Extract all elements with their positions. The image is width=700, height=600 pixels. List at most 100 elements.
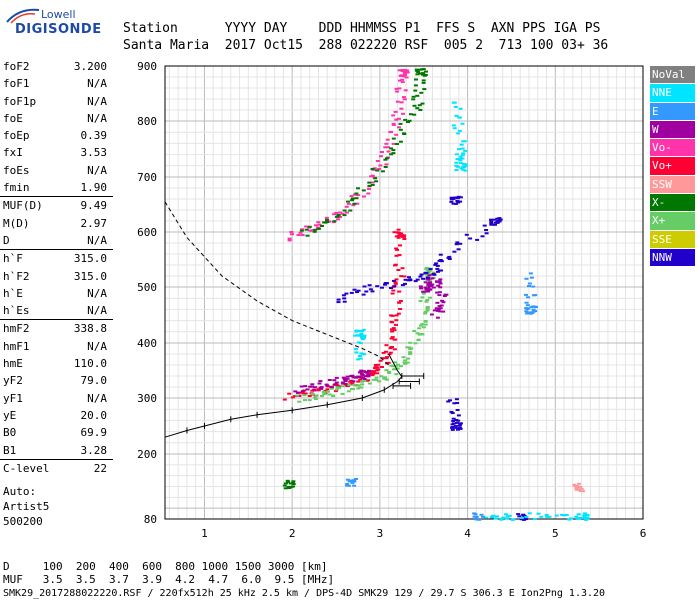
param-row: foF1 N/A (0, 75, 115, 92)
echo-mark (370, 174, 375, 177)
echo-mark (403, 72, 408, 75)
y-tick-label: 600 (137, 226, 157, 239)
echo-mark (457, 129, 462, 132)
echo-mark (363, 375, 368, 378)
echo-mark (340, 382, 345, 385)
echo-mark (285, 479, 290, 482)
echo-mark (489, 218, 493, 221)
echo-mark (389, 130, 394, 133)
echo-mark (380, 170, 385, 173)
echo-mark (532, 518, 537, 521)
echo-mark (320, 225, 324, 227)
echo-mark (431, 271, 436, 274)
echo-mark (362, 195, 366, 198)
echo-mark (310, 385, 315, 388)
echo-mark (397, 126, 401, 129)
autoscaling-info: 500200 (3, 515, 43, 529)
echo-mark (456, 132, 461, 135)
echo-mark (533, 294, 538, 297)
y-tick-label: 800 (137, 115, 157, 128)
echo-mark (316, 221, 321, 224)
echo-mark (313, 396, 318, 399)
echo-mark (435, 301, 440, 304)
echo-mark (385, 138, 390, 141)
echo-mark (460, 154, 465, 157)
echo-mark (325, 218, 329, 221)
echo-mark (286, 486, 291, 488)
param-row: hmF1 N/A (0, 338, 115, 355)
echo-mark (468, 237, 473, 240)
echo-mark (402, 74, 407, 77)
echo-mark (398, 128, 403, 131)
echo-mark (408, 352, 413, 355)
echo-mark (415, 278, 420, 281)
param-label: h`E (3, 286, 23, 300)
echo-mark (342, 378, 347, 381)
param-value: N/A (87, 233, 107, 247)
echo-mark (386, 150, 391, 153)
echo-mark (402, 98, 407, 101)
echo-mark (344, 205, 349, 208)
echo-mark (397, 69, 402, 72)
echo-mark (427, 284, 432, 287)
echo-mark (367, 382, 372, 385)
echo-mark (375, 285, 380, 288)
echo-mark (370, 168, 375, 170)
echo-mark (426, 278, 431, 281)
echo-mark (320, 395, 324, 397)
echo-mark (491, 514, 496, 517)
echo-mark (400, 69, 405, 71)
echo-mark (351, 479, 356, 482)
echo-mark (336, 298, 341, 301)
echo-mark (578, 517, 583, 519)
panel-separator (0, 196, 113, 198)
echo-mark (291, 485, 296, 488)
echo-mark (337, 386, 342, 389)
echo-mark (350, 197, 355, 200)
echo-mark (360, 383, 365, 386)
echo-mark (402, 132, 406, 135)
echo-mark (389, 320, 394, 323)
echo-mark (425, 299, 430, 301)
param-value: 110.0 (73, 357, 107, 371)
echo-mark (429, 313, 434, 316)
echo-mark (554, 514, 559, 517)
echo-mark (394, 278, 399, 281)
echo-mark (361, 293, 366, 296)
echo-mark (315, 226, 320, 229)
logo-line2: DIGISONDE (15, 22, 102, 37)
echo-mark (361, 336, 366, 339)
echo-mark (415, 94, 420, 97)
echo-mark (424, 70, 428, 73)
param-row: B0 69.9 (0, 424, 115, 441)
echo-mark (296, 234, 301, 236)
echo-mark (438, 286, 443, 289)
echo-mark (413, 280, 418, 283)
echo-mark (572, 485, 577, 487)
echo-mark (524, 312, 529, 315)
echo-mark (362, 379, 367, 382)
echo-mark (386, 361, 391, 364)
echo-mark (313, 398, 318, 400)
echo-mark (458, 162, 463, 165)
echo-mark (399, 275, 404, 278)
echo-mark (321, 390, 326, 393)
echo-mark (387, 370, 392, 373)
echo-mark (451, 124, 456, 127)
echo-mark (569, 517, 573, 520)
echo-mark (347, 480, 352, 483)
echo-mark (392, 279, 396, 282)
echo-mark (575, 485, 579, 487)
echo-mark (346, 390, 351, 393)
echo-mark (340, 381, 345, 384)
echo-mark (510, 518, 515, 521)
echo-mark (423, 320, 428, 322)
echo-mark (403, 89, 408, 92)
echo-mark (347, 383, 352, 386)
echo-mark (536, 512, 541, 515)
echo-mark (454, 419, 459, 421)
echo-mark (392, 285, 397, 288)
param-value: 69.9 (80, 426, 108, 440)
y-tick-label: 500 (137, 281, 157, 294)
echo-mark (319, 387, 324, 390)
